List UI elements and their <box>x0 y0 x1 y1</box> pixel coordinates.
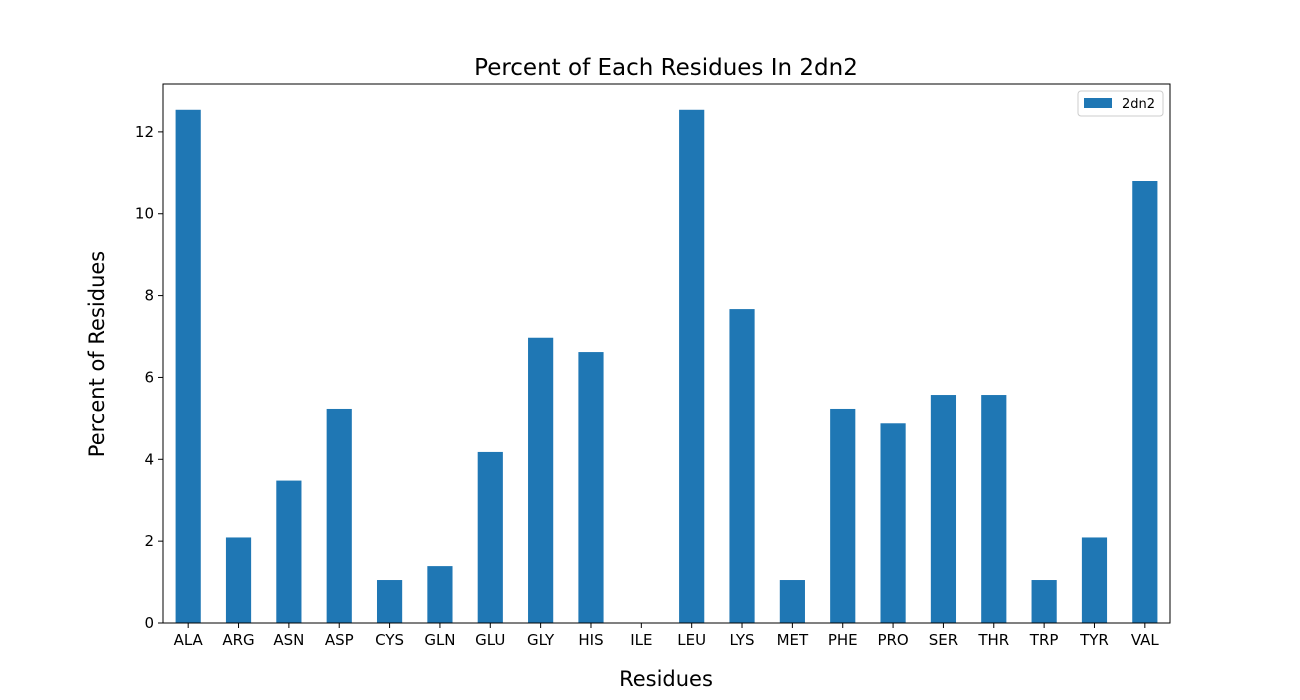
y-tick-label: 8 <box>144 287 154 305</box>
x-tick-label-met: MET <box>777 631 809 649</box>
x-tick-label-asn: ASN <box>273 631 304 649</box>
legend-swatch <box>1084 98 1112 108</box>
legend-label: 2dn2 <box>1122 97 1155 112</box>
x-tick-label-gln: GLN <box>424 631 455 649</box>
bar-trp <box>1031 580 1057 623</box>
y-tick-label: 10 <box>135 205 154 223</box>
bar-val <box>1132 181 1158 623</box>
chart-title: Percent of Each Residues In 2dn2 <box>474 55 858 81</box>
bar-ser <box>930 395 957 623</box>
x-tick-label-trp: TRP <box>1029 631 1059 649</box>
x-tick-label-arg: ARG <box>222 631 254 649</box>
x-tick-label-lys: LYS <box>729 631 754 649</box>
x-tick-label-cys: CYS <box>375 631 404 649</box>
x-tick-label-tyr: TYR <box>1079 631 1109 649</box>
x-tick-label-thr: THR <box>977 631 1009 649</box>
bar-met <box>779 580 805 623</box>
x-tick-label-ser: SER <box>929 631 958 649</box>
bar-leu <box>679 109 705 623</box>
bar-tyr <box>1081 537 1108 623</box>
y-axis-ticks: 0 2 4 6 8 10 12 <box>135 123 163 632</box>
y-tick-label: 12 <box>135 123 154 141</box>
y-axis-label: Percent of Residues <box>85 251 109 457</box>
bar-asp <box>326 408 352 623</box>
x-tick-label-ala: ALA <box>174 631 204 649</box>
bar-pro <box>880 423 906 623</box>
bar-ala <box>175 109 201 623</box>
x-tick-label-phe: PHE <box>828 631 858 649</box>
x-tick-label-his: HIS <box>578 631 603 649</box>
x-tick-label-asp: ASP <box>325 631 354 649</box>
bar-lys <box>729 309 755 623</box>
y-tick-label: 0 <box>144 614 154 632</box>
bar-phe <box>830 408 856 623</box>
bar-asn <box>276 480 302 623</box>
x-axis-label: Residues <box>619 667 713 691</box>
bar-gln <box>427 566 453 623</box>
x-tick-label-val: VAL <box>1131 631 1160 649</box>
x-tick-label-gly: GLY <box>527 631 555 649</box>
bar-gly <box>528 337 554 623</box>
bars-group <box>175 109 1158 623</box>
legend-frame <box>1077 90 1164 117</box>
x-tick-label-ile: ILE <box>630 631 652 649</box>
bar-cys <box>376 580 403 623</box>
plot-frame <box>162 83 1171 624</box>
bar-glu <box>477 451 503 623</box>
bar-his <box>578 352 604 623</box>
x-tick-label-pro: PRO <box>877 631 908 649</box>
y-tick-label: 6 <box>144 368 154 386</box>
x-tick-label-leu: LEU <box>677 631 706 649</box>
y-tick-label: 4 <box>144 450 154 468</box>
legend: 2dn2 <box>1077 90 1164 117</box>
x-tick-label-glu: GLU <box>475 631 505 649</box>
y-tick-label: 2 <box>144 532 154 550</box>
bar-thr <box>981 395 1007 623</box>
bar-arg <box>225 537 252 623</box>
x-axis-ticks: ALA ARG ASN ASP CYS GLN GLU GLY HIS ILE LEU LYS MET P… <box>174 623 1160 649</box>
